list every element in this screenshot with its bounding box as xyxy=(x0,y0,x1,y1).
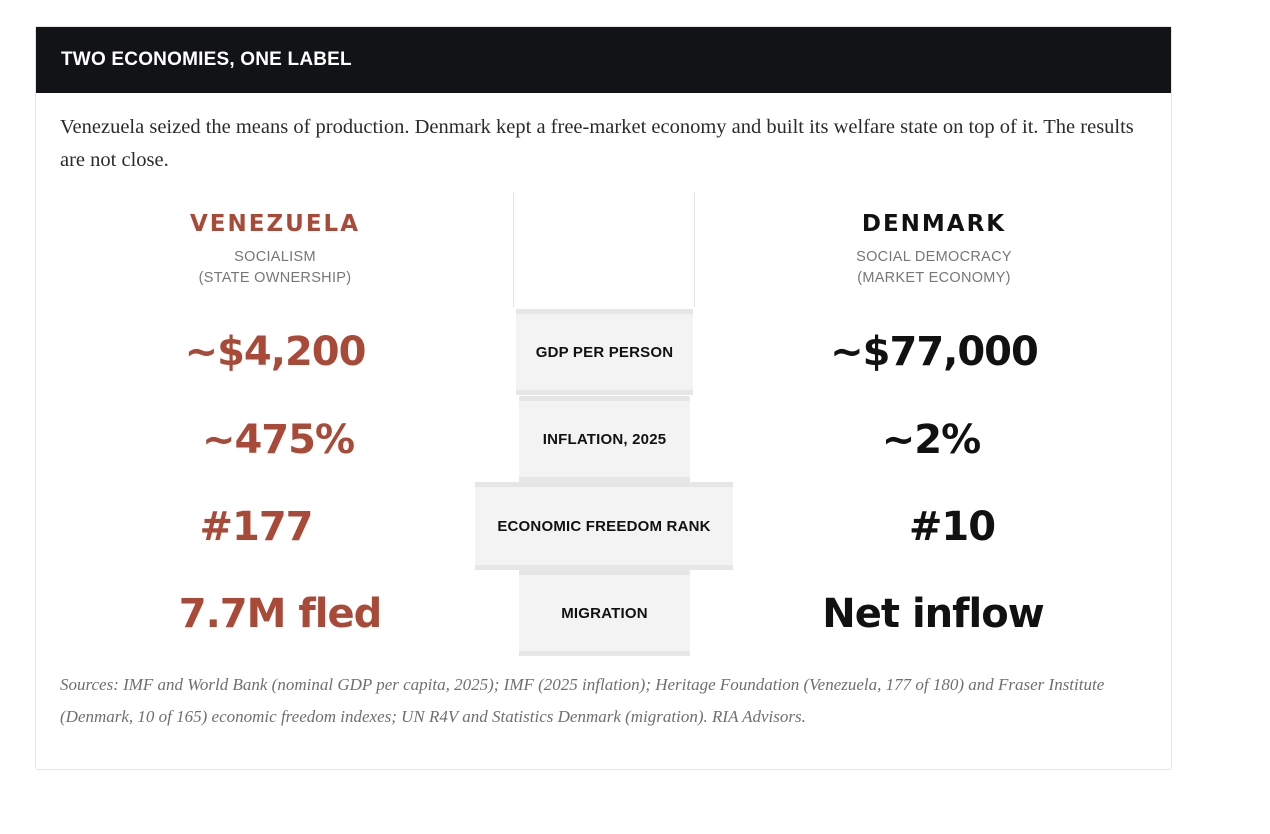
denmark-inflation-value: ~2% xyxy=(881,417,981,463)
inflation-label: INFLATION, 2025 xyxy=(519,396,690,482)
venezuela-system-line2: (STATE OWNERSHIP) xyxy=(198,270,352,286)
comparison-card: TWO ECONOMIES, ONE LABEL Venezuela seize… xyxy=(35,26,1172,770)
denmark-migration-value: Net inflow xyxy=(822,591,1044,637)
venezuela-gdp-value: ~$4,200 xyxy=(184,329,367,375)
center-divider-right xyxy=(694,192,695,307)
intro-text: Venezuela seized the means of production… xyxy=(60,116,1134,171)
denmark-name: DENMARK xyxy=(861,211,1007,237)
venezuela-heading: VENEZUELA SOCIALISM (STATE OWNERSHIP) xyxy=(150,211,400,289)
venezuela-freedom-rank-value: #177 xyxy=(199,504,313,550)
card-header: TWO ECONOMIES, ONE LABEL xyxy=(36,27,1171,93)
center-divider-left xyxy=(513,192,514,307)
denmark-system-line1: SOCIAL DEMOCRACY xyxy=(856,249,1012,265)
denmark-system-line2: (MARKET ECONOMY) xyxy=(857,270,1011,286)
migration-label: MIGRATION xyxy=(519,570,690,656)
sources-note: Sources: IMF and World Bank (nominal GDP… xyxy=(60,675,1105,726)
denmark-gdp-value: ~$77,000 xyxy=(830,329,1039,375)
freedom-rank-label: ECONOMIC FREEDOM RANK xyxy=(475,482,733,570)
venezuela-migration-value: 7.7M fled xyxy=(178,591,382,637)
denmark-heading: DENMARK SOCIAL DEMOCRACY (MARKET ECONOMY… xyxy=(809,211,1059,289)
venezuela-system-line1: SOCIALISM xyxy=(234,249,316,265)
venezuela-name: VENEZUELA xyxy=(190,211,360,237)
venezuela-inflation-value: ~475% xyxy=(201,417,355,463)
gdp-label: GDP PER PERSON xyxy=(516,309,693,395)
denmark-freedom-rank-value: #10 xyxy=(908,504,996,550)
